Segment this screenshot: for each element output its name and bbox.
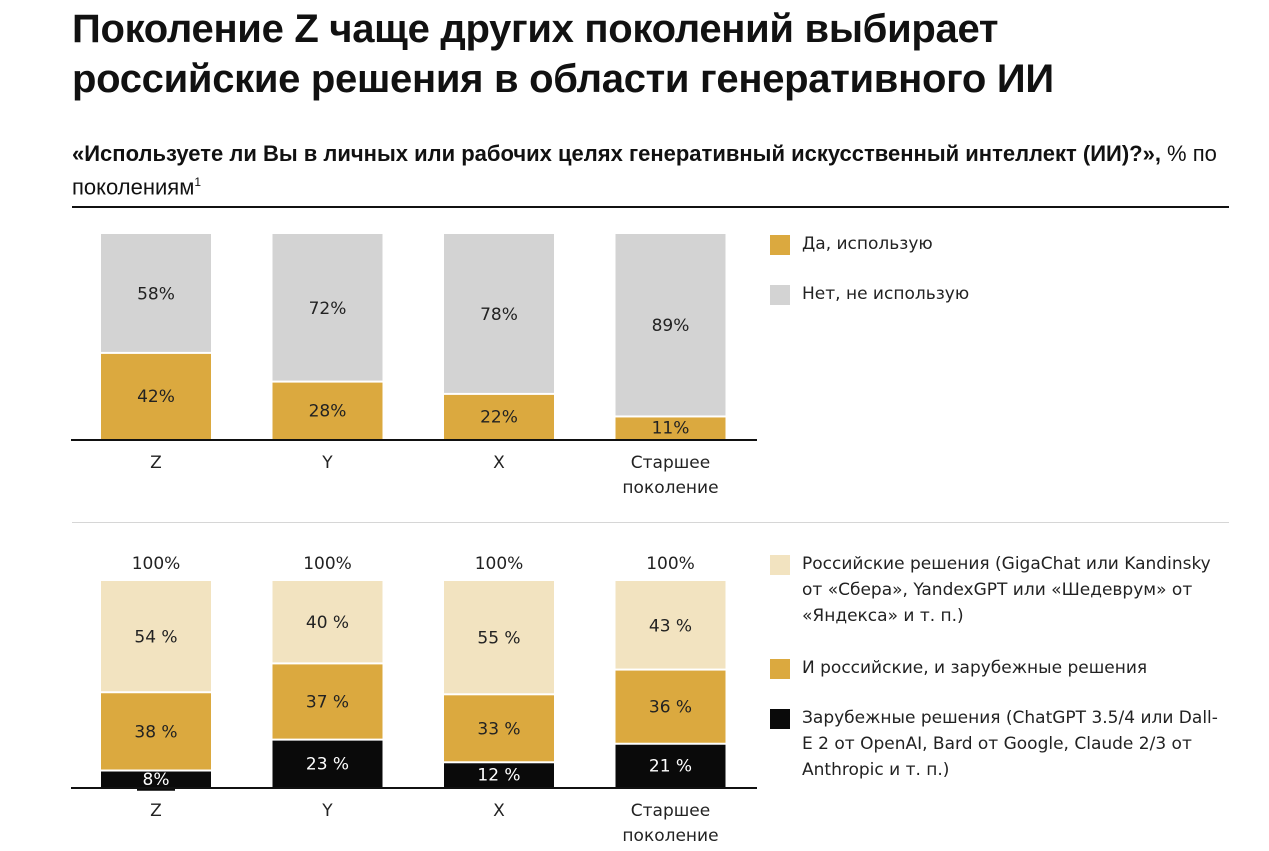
segment-divider	[101, 691, 211, 694]
legend-label-both: И российские, и зарубежные решения	[802, 658, 1148, 678]
legend-label-foreign: Зарубежные решения (ChatGPT 3.5/4 или Da…	[802, 708, 1218, 780]
legend-swatch-no	[770, 285, 790, 305]
data-label: 28%	[309, 401, 347, 421]
legend-item-no: Нет, не использую	[770, 281, 969, 307]
data-label: 8%	[143, 770, 170, 790]
category-label: X	[493, 801, 505, 821]
segment-divider	[444, 761, 554, 764]
x-axis-line	[71, 439, 757, 441]
bar-segment-0-2	[444, 762, 554, 787]
data-label: 72%	[309, 299, 347, 319]
legend-label-no: Нет, не использую	[802, 284, 970, 304]
bar-segment-0-3	[615, 416, 726, 439]
legend-item-foreign: Зарубежные решения (ChatGPT 3.5/4 или Da…	[770, 705, 1222, 783]
legend-bottom: Российские решения (GigaChat или Kandins…	[770, 551, 1240, 791]
legend-swatch-both	[770, 659, 790, 679]
survey-question: «Используете ли Вы в личных или рабочих …	[72, 141, 1161, 166]
data-label: 33 %	[477, 719, 520, 739]
data-label: 37 %	[306, 693, 349, 713]
solutions-chart: 8% 38 % 54 % 100% Z 23 % 37 % 40 % 100% Y 12 % 33 %…	[71, 554, 757, 845]
legend-label-yes: Да, использую	[802, 234, 933, 254]
header-rule	[72, 206, 1229, 208]
legend-label-russian: Российские решения (GigaChat или Kandins…	[802, 554, 1211, 626]
legend-swatch-russian	[770, 555, 790, 575]
segment-divider	[444, 693, 554, 696]
bar-segment-1-2	[444, 234, 554, 394]
category-label: поколение	[622, 478, 718, 498]
legend-item-yes: Да, использую	[770, 231, 933, 257]
bar-segment-1-0	[101, 692, 211, 771]
category-label: Y	[321, 801, 333, 821]
data-label: 58%	[137, 284, 175, 304]
segment-divider	[272, 662, 383, 665]
data-label: 22%	[480, 407, 518, 427]
data-label: 40 %	[306, 613, 349, 633]
data-label: 11%	[652, 419, 690, 439]
chart-subtitle: «Используете ли Вы в личных или рабочих …	[72, 140, 1222, 201]
data-label: 36 %	[649, 698, 692, 718]
total-label: 100%	[475, 554, 524, 574]
segment-divider	[615, 742, 726, 745]
bar-segment-0-3	[615, 743, 726, 787]
category-label: поколение	[622, 826, 718, 845]
bar-segment-0-2	[444, 393, 554, 439]
legend-swatch-foreign	[770, 709, 790, 729]
category-label: X	[493, 453, 505, 473]
data-label: 54 %	[134, 628, 177, 648]
segment-divider	[101, 351, 211, 354]
legend-item-russian: Российские решения (GigaChat или Kandins…	[770, 551, 1212, 629]
data-label: 42%	[137, 387, 175, 407]
legend-top: Да, использую Нет, не использую	[770, 231, 1240, 311]
bar-segment-1-1	[272, 234, 383, 382]
bar-segment-0-0	[101, 352, 211, 439]
data-label: 23 %	[306, 754, 349, 774]
x-axis-line	[71, 787, 757, 789]
bar-segment-0-1	[272, 739, 383, 787]
segment-divider	[272, 380, 383, 383]
unit-label: % по поколениям	[72, 141, 1217, 200]
usage-chart: 42% 58% Z 28% 72% Y 22% 78% X 11% 89% Старшее поколе…	[71, 234, 757, 498]
total-label: 100%	[132, 554, 181, 574]
bar-segment-2-1	[272, 581, 383, 664]
total-label: 100%	[646, 554, 695, 574]
category-label: Y	[321, 453, 333, 473]
segment-divider	[444, 392, 554, 395]
bar-segment-1-3	[615, 234, 726, 417]
data-label: 55 %	[477, 629, 520, 649]
section-separator	[72, 522, 1229, 523]
total-label: 100%	[303, 554, 352, 574]
segment-divider	[101, 769, 211, 772]
category-label: Старшее	[631, 453, 710, 473]
data-label: 78%	[480, 305, 518, 325]
page-title: Поколение Z чаще других поколений выбира…	[72, 7, 1054, 101]
bar-segment-1-3	[615, 669, 726, 744]
category-label: Z	[150, 801, 162, 821]
segment-divider	[272, 738, 383, 741]
data-label: 89%	[652, 316, 690, 336]
data-label: 21 %	[649, 756, 692, 776]
bar-segment-1-2	[444, 694, 554, 763]
category-label: Старшее	[631, 801, 710, 821]
bar-segment-1-1	[272, 663, 383, 740]
legend-swatch-yes	[770, 235, 790, 255]
data-label: 12 %	[477, 766, 520, 786]
category-label: Z	[150, 453, 162, 473]
data-label: 43 %	[649, 616, 692, 636]
footnote-mark: 1	[194, 175, 202, 189]
bar-segment-2-3	[615, 581, 726, 670]
bar-segment-2-0	[101, 581, 211, 693]
segment-divider	[615, 415, 726, 418]
segment-divider	[615, 668, 726, 671]
data-label: 38 %	[134, 722, 177, 742]
bar-segment-2-2	[444, 581, 554, 695]
bar-segment-0-1	[272, 381, 383, 439]
legend-item-both: И российские, и зарубежные решения	[770, 655, 1242, 681]
bar-segment-1-0	[101, 234, 211, 353]
